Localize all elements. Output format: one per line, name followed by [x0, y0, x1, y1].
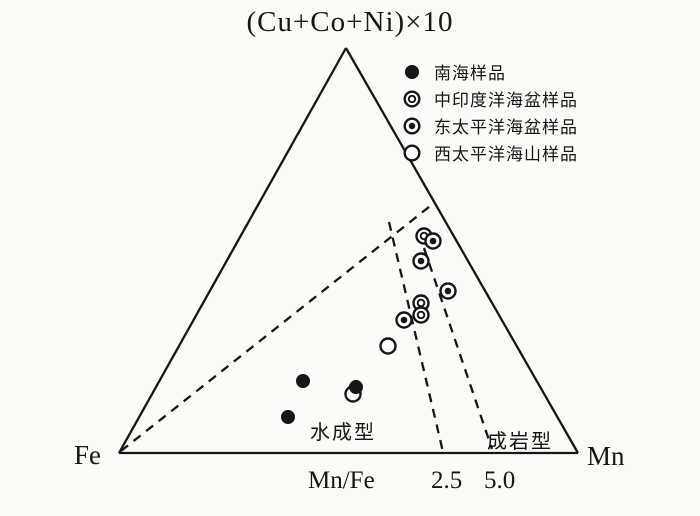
corner-label-fe: Fe	[74, 440, 101, 470]
data-point-east-pacific-basin	[439, 282, 457, 300]
tick-label-2-5: 2.5	[431, 467, 463, 494]
data-point-central-indian-ocean-basin	[412, 294, 430, 312]
filled-circle-icon	[405, 64, 419, 79]
data-point-west-pacific-seamount	[379, 337, 397, 355]
double-ring-circle-icon	[403, 89, 421, 108]
region-label-diagenetic: 成岩型	[487, 431, 553, 453]
legend: 南海样品 中印度洋海盆样品 东太平洋海盆样品 西太平洋海山样品	[402, 58, 578, 166]
data-point-south-china-sea	[296, 374, 310, 388]
triangle-right-edge	[345, 47, 579, 454]
boundary-dashed-line-1	[387, 221, 445, 453]
legend-label: 东太平洋海盆样品	[434, 118, 578, 137]
data-point-east-pacific-basin	[395, 311, 413, 329]
legend-item-east-pacific-basin: 东太平洋海盆样品	[402, 112, 578, 139]
boundary-dashed-line-0	[120, 202, 435, 452]
legend-item-central-indian-ocean-basin: 中印度洋海盆样品	[402, 85, 578, 112]
region-label-hydrogenetic: 水成型	[310, 422, 376, 444]
legend-label: 南海样品	[434, 64, 506, 83]
data-point-south-china-sea	[281, 410, 295, 424]
figure-title: (Cu+Co+Ni)×10	[246, 6, 454, 38]
open-circle-icon	[403, 143, 421, 162]
axis-label-mn-fe: Mn/Fe	[308, 467, 375, 494]
triangle-left-edge	[117, 47, 348, 454]
legend-item-west-pacific-seamount: 西太平洋海山样品	[402, 139, 578, 166]
data-point-central-indian-ocean-basin	[412, 306, 430, 324]
legend-item-south-china-sea: 南海样品	[402, 58, 578, 85]
data-point-east-pacific-basin	[424, 232, 442, 250]
legend-label: 中印度洋海盆样品	[434, 91, 578, 110]
data-point-east-pacific-basin	[412, 252, 430, 270]
legend-label: 西太平洋海山样品	[434, 145, 578, 164]
boundary-dashed-line-2	[422, 247, 494, 450]
tick-label-5-0: 5.0	[484, 467, 516, 494]
fisheye-circle-icon	[403, 116, 421, 135]
corner-label-mn: Mn	[587, 441, 625, 471]
data-point-south-china-sea	[349, 380, 363, 394]
